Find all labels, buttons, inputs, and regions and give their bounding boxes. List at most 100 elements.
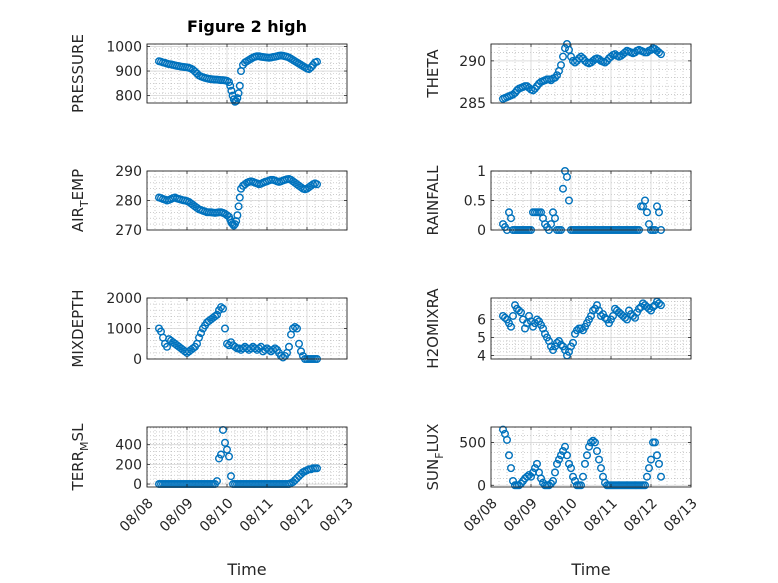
data-point xyxy=(233,211,242,220)
axes-box xyxy=(490,426,692,488)
data-point xyxy=(565,459,574,468)
data-point xyxy=(220,324,229,333)
data-point xyxy=(595,455,604,464)
data-point xyxy=(297,347,306,356)
data-point xyxy=(643,208,652,217)
y-axis-label-main: AIR xyxy=(69,207,87,232)
x-tick-label: 08/08 xyxy=(461,495,501,535)
data-point xyxy=(196,329,205,338)
y-axis-label: RAINFALL xyxy=(424,165,442,236)
data-point xyxy=(533,315,542,324)
data-point xyxy=(305,65,314,74)
data-point xyxy=(557,340,566,349)
data-point xyxy=(279,353,288,362)
data-point xyxy=(643,48,652,57)
data-point xyxy=(233,94,242,103)
x-tick-label: 08/11 xyxy=(581,495,621,535)
data-point xyxy=(235,193,244,202)
data-point xyxy=(293,324,302,333)
data-point xyxy=(645,304,654,313)
y-axis-label: TERRMSL xyxy=(69,423,91,492)
data-point xyxy=(515,306,524,315)
y-tick-label: 900 xyxy=(115,64,142,80)
data-point xyxy=(553,459,562,468)
data-point xyxy=(545,481,554,490)
data-point xyxy=(655,48,664,57)
data-point xyxy=(585,442,594,451)
data-point xyxy=(593,447,602,456)
data-point xyxy=(609,311,618,320)
data-point xyxy=(162,342,171,351)
data-point xyxy=(220,438,229,447)
y-axis-label-main: THETA xyxy=(424,49,442,99)
plot-area xyxy=(147,427,347,487)
data-point xyxy=(571,477,580,486)
data-point xyxy=(581,459,590,468)
subplot-air-temp: 270 280 290 AIRTEMP xyxy=(69,164,348,239)
y-axis-label-tail: LUX xyxy=(424,424,442,453)
data-point xyxy=(212,310,221,319)
data-point xyxy=(509,311,518,320)
data-point xyxy=(577,324,586,333)
data-point xyxy=(567,52,576,61)
x-tick-label: 08/09 xyxy=(157,495,197,535)
data-point xyxy=(563,172,572,181)
y-axis-label: PRESSURE xyxy=(69,34,87,113)
y-tick-label: 290 xyxy=(115,164,142,180)
data-point xyxy=(285,342,294,351)
y-axis-label-subscript: F xyxy=(433,452,446,458)
data-point xyxy=(571,58,580,67)
y-axis-label-main: SUN xyxy=(424,459,442,491)
axes-box xyxy=(146,43,348,104)
x-axis-label: Time xyxy=(570,560,610,579)
data-point xyxy=(218,304,227,313)
y-tick-label: 0 xyxy=(477,223,486,239)
data-point xyxy=(579,472,588,481)
x-tick-label: 08/13 xyxy=(317,495,357,535)
data-point xyxy=(553,71,562,80)
data-point xyxy=(226,81,235,90)
x-tick-label: 08/08 xyxy=(117,495,157,535)
data-point xyxy=(555,455,564,464)
subplot-mixdepth: 0 1000 2000 MIXDEPTH xyxy=(69,289,348,368)
data-point xyxy=(547,76,556,85)
data-point xyxy=(230,342,239,351)
data-point xyxy=(551,214,560,223)
data-point xyxy=(269,345,278,354)
data-point xyxy=(547,220,556,229)
data-point xyxy=(559,52,568,61)
data-point xyxy=(235,81,244,90)
data-point xyxy=(549,477,558,486)
data-point xyxy=(523,472,532,481)
y-axis-label: THETA xyxy=(424,49,442,99)
data-point xyxy=(216,450,225,459)
y-axis-label-main: TERR xyxy=(69,451,87,492)
data-point xyxy=(657,301,666,310)
data-point xyxy=(234,202,243,211)
x-tick-label: 08/12 xyxy=(277,495,317,535)
data-point xyxy=(565,196,574,205)
data-point xyxy=(569,338,578,347)
y-tick-label: 400 xyxy=(115,438,142,454)
axes-box xyxy=(146,426,348,488)
y-axis-label-tail: EMP xyxy=(69,169,87,200)
data-point xyxy=(234,89,243,98)
data-point xyxy=(657,50,666,59)
data-point xyxy=(517,308,526,317)
data-point xyxy=(291,322,300,331)
data-point xyxy=(595,55,604,64)
data-point xyxy=(601,58,610,67)
y-tick-label: 1000 xyxy=(106,39,142,55)
y-tick-label: 4 xyxy=(477,348,486,364)
data-point xyxy=(293,474,302,483)
y-axis-label-tail: SL xyxy=(69,423,87,442)
data-point xyxy=(515,481,524,490)
y-tick-label: 270 xyxy=(115,223,142,239)
data-point xyxy=(567,464,576,473)
data-point xyxy=(227,86,236,95)
data-point xyxy=(589,436,598,445)
data-point xyxy=(621,313,630,322)
data-point xyxy=(583,451,592,460)
data-point xyxy=(591,438,600,447)
